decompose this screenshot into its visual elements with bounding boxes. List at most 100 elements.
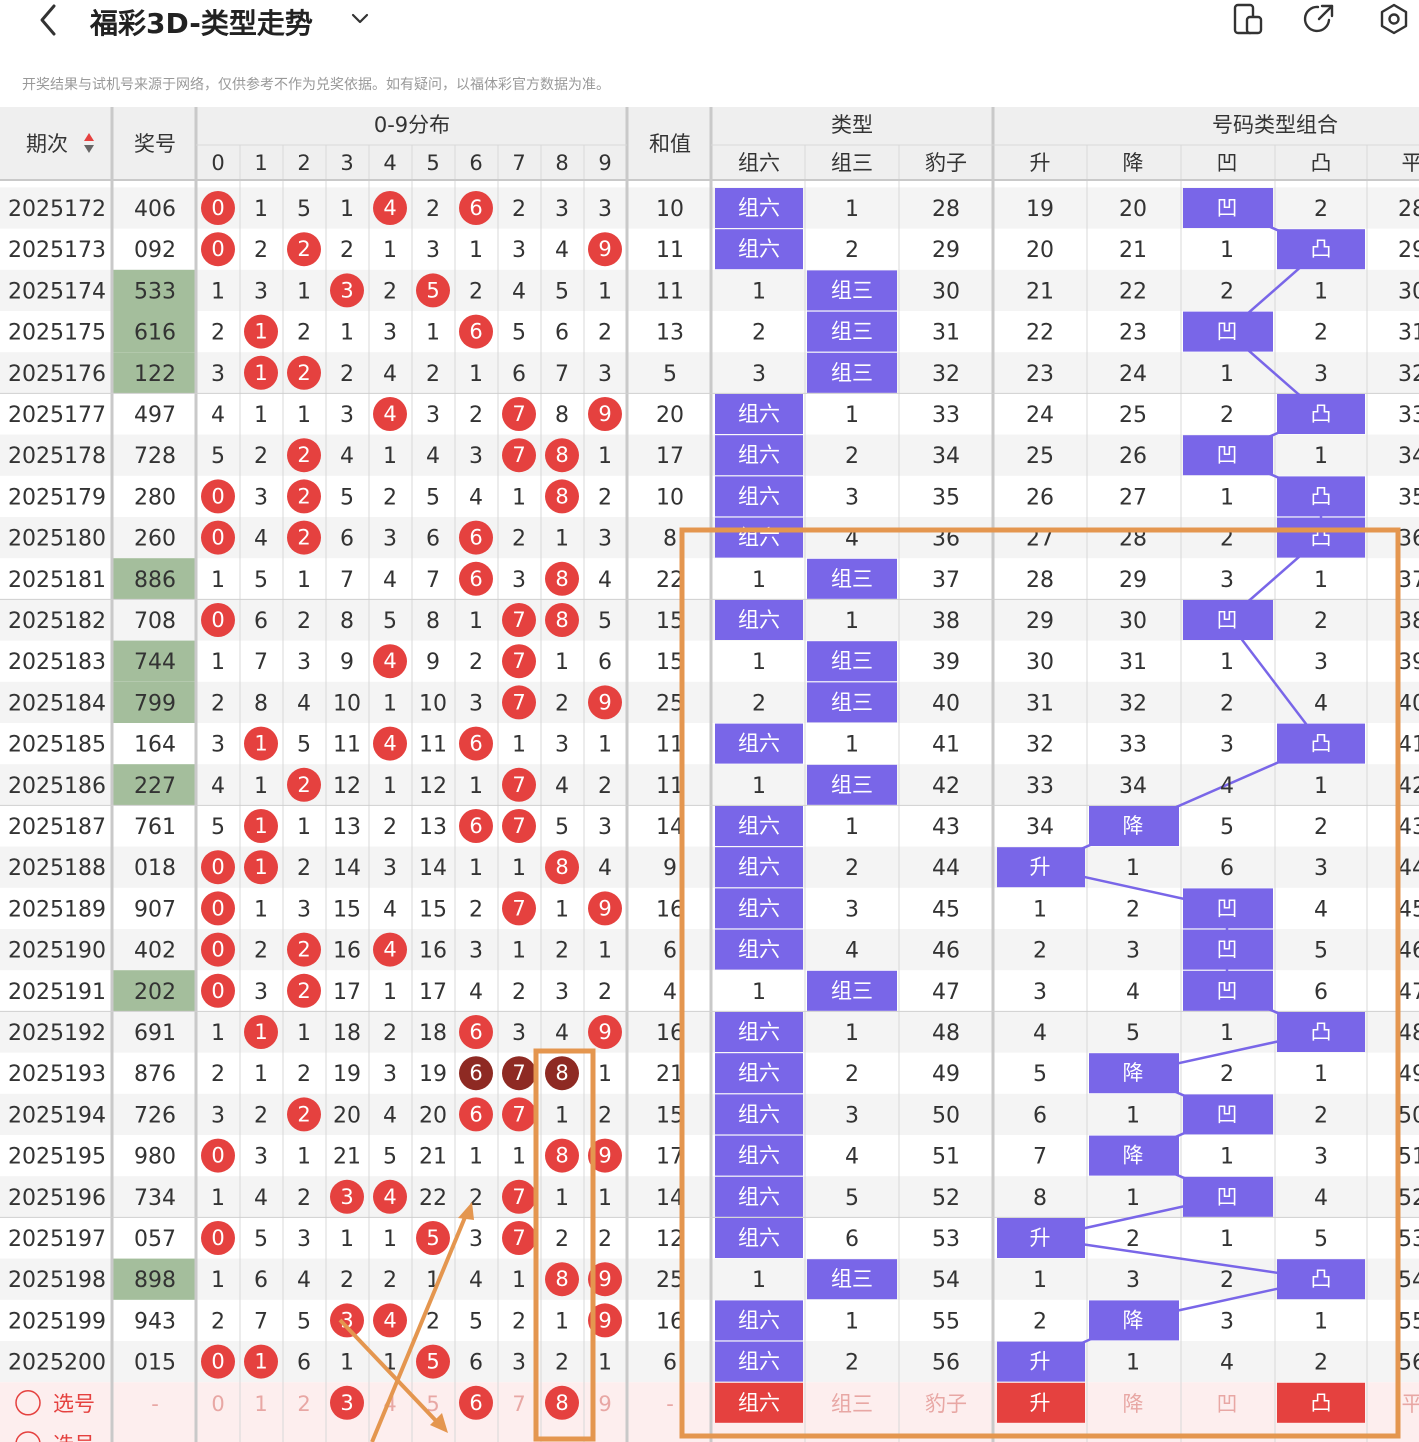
select-label-next[interactable]: 选号 [53, 1433, 95, 1442]
select-digit-on[interactable] [330, 1385, 364, 1420]
chevron-down-icon[interactable] [348, 6, 372, 30]
digit-miss: 6 [555, 321, 569, 346]
type-miss: 55 [932, 1309, 960, 1334]
type-miss: 4 [845, 1145, 859, 1170]
select-type[interactable]: 豹子 [925, 1392, 967, 1416]
select-type[interactable]: 组三 [831, 1392, 873, 1416]
digit-miss: 1 [598, 1351, 612, 1376]
combo-miss: 29 [1398, 238, 1419, 263]
header-award: 奖号 [134, 132, 176, 156]
combo-miss: 2 [1220, 527, 1234, 552]
period-cell: 2025194 [8, 1103, 106, 1128]
sort-icon[interactable] [84, 133, 94, 153]
sum-cell: 8 [663, 527, 677, 552]
share-icon[interactable] [1302, 2, 1336, 36]
digit-miss: 1 [340, 197, 354, 222]
digit-miss: 5 [383, 1145, 397, 1170]
select-digit[interactable]: 2 [297, 1392, 310, 1416]
group-award-bg [113, 681, 195, 723]
sum-cell: 10 [656, 485, 684, 510]
digit-miss: 7 [254, 1309, 268, 1334]
combo-block-label: 凹 [1217, 443, 1238, 467]
award-number: 691 [134, 1021, 176, 1046]
select-digit[interactable]: 7 [512, 1392, 525, 1416]
digit-miss: 4 [297, 1268, 311, 1293]
sum-cell: 15 [656, 650, 684, 675]
digit-miss: 2 [598, 1103, 612, 1128]
sum-cell: 20 [656, 403, 684, 428]
digit-miss: 2 [469, 1186, 483, 1211]
select-combo-on[interactable] [1277, 1382, 1365, 1423]
select-digit[interactable]: 5 [426, 1392, 439, 1416]
digit-miss: 1 [211, 1021, 225, 1046]
digit-ball [502, 809, 536, 843]
digit-miss: 2 [340, 1268, 354, 1293]
header-type: 类型 [831, 113, 873, 137]
combo-miss: 1 [1126, 1351, 1140, 1376]
layout-icon[interactable] [1230, 2, 1264, 36]
digit-ball-label: 6 [469, 1020, 482, 1044]
digit-ball-label: 2 [297, 938, 310, 962]
digit-ball-label: 6 [469, 320, 482, 344]
select-digit-on[interactable] [545, 1385, 579, 1420]
digit-ball-label: 4 [383, 649, 396, 673]
sum-cell: 22 [656, 568, 684, 593]
type-block-label: 组三 [831, 320, 873, 344]
combo-miss: 34 [1026, 815, 1054, 840]
digit-ball [502, 438, 536, 473]
award-number: 497 [134, 403, 176, 428]
page-title[interactable]: 福彩3D-类型走势 [90, 7, 313, 40]
digit-miss: 1 [512, 1145, 526, 1170]
combo-miss: 2 [1314, 1103, 1328, 1128]
combo-miss: 24 [1026, 403, 1054, 428]
table-row: 2025172 406 0 1 5 1 4 2 6 2 3 3 10 组六 1 28 19 20 凹 2 28 [8, 188, 1419, 228]
sum-cell: 4 [663, 980, 677, 1005]
select-combo-on[interactable] [997, 1382, 1085, 1423]
combo-miss: 4 [1220, 774, 1234, 799]
select-combo[interactable]: 凹 [1217, 1392, 1238, 1416]
radio-icon[interactable] [15, 1390, 41, 1416]
combo-miss: 1 [1220, 238, 1234, 263]
combo-miss: 3 [1220, 1309, 1234, 1334]
digit-miss: 6 [512, 362, 526, 387]
select-label[interactable]: 选号 [53, 1392, 95, 1416]
select-digit[interactable]: 0 [211, 1392, 224, 1416]
digit-miss: 1 [469, 609, 483, 634]
type-block [715, 1012, 803, 1052]
digit-ball [545, 438, 579, 473]
digit-miss: 6 [297, 1351, 311, 1376]
digit-miss: 5 [297, 197, 311, 222]
digit-miss: 5 [426, 485, 440, 510]
back-icon[interactable] [28, 0, 68, 40]
digit-ball [201, 891, 235, 926]
select-type-on[interactable] [715, 1382, 803, 1423]
digit-miss: 20 [333, 1103, 361, 1128]
select-combo[interactable]: 平 [1402, 1392, 1419, 1416]
digit-miss: 3 [254, 279, 268, 304]
combo-miss: 30 [1119, 609, 1147, 634]
combo-block [1183, 888, 1273, 929]
digit-ball-label: 4 [383, 402, 396, 426]
select-digit[interactable]: 9 [598, 1392, 611, 1416]
digit-ball [588, 1138, 622, 1173]
type-miss: 2 [845, 856, 859, 881]
combo-block [1183, 1176, 1273, 1217]
digit-miss: 2 [469, 897, 483, 922]
period-cell: 2025177 [8, 403, 106, 428]
digit-miss: 1 [297, 1145, 311, 1170]
sum-cell: 14 [656, 1186, 684, 1211]
settings-icon[interactable] [1377, 2, 1411, 36]
digit-miss: 3 [297, 650, 311, 675]
select-combo[interactable]: 降 [1123, 1392, 1144, 1416]
combo-miss: 55 [1398, 1309, 1419, 1334]
digit-miss: 13 [333, 815, 361, 840]
digit-miss: 3 [469, 1227, 483, 1252]
radio-icon-next[interactable] [15, 1431, 41, 1442]
digit-miss: 1 [555, 1186, 569, 1211]
select-digit[interactable]: 1 [254, 1392, 267, 1416]
type-miss: 40 [932, 691, 960, 716]
select-digit-on[interactable] [459, 1385, 493, 1420]
digit-miss: 4 [555, 1021, 569, 1046]
